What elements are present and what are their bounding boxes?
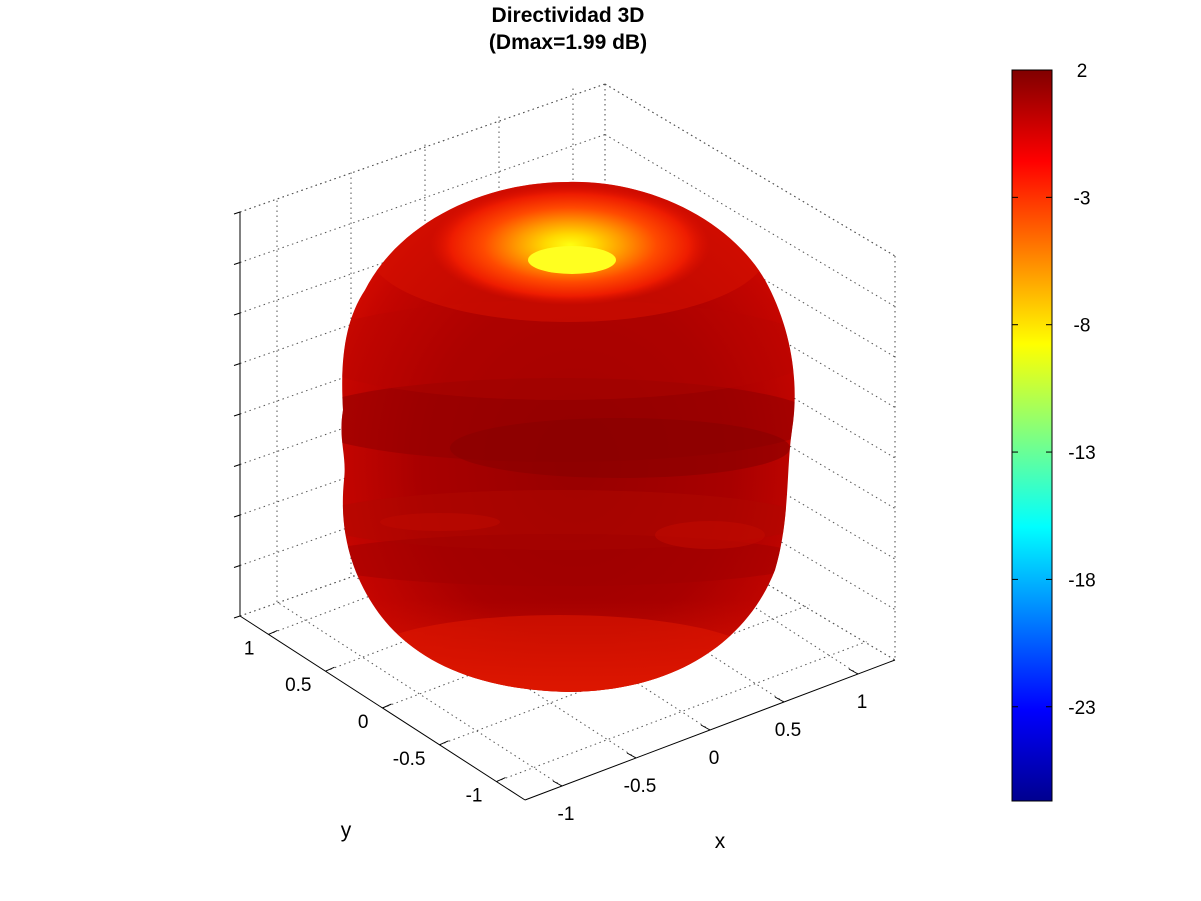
colorbar-tick-label: -18 (1068, 570, 1095, 591)
y-tick-label: 1 (244, 638, 255, 659)
title-line-1: Directividad 3D (491, 4, 645, 27)
x-axis-ticks: -1 -0.5 0 0.5 1 (558, 692, 868, 825)
y-axis-ticks: -1 -0.5 0 0.5 1 (244, 638, 483, 806)
top-pole-hotspot (528, 246, 616, 274)
x-tick-label: -0.5 (624, 776, 657, 797)
y-tick-label: 0.5 (285, 675, 311, 696)
x-tick-label: 0 (709, 748, 720, 769)
y-axis-label: y (341, 819, 352, 842)
colorbar-tick-label: -8 (1074, 316, 1091, 337)
y-tick-label: 0 (358, 712, 369, 733)
x-tick-label: -1 (558, 804, 575, 825)
colorbar-tick-label: -3 (1074, 188, 1091, 209)
directivity-surface (341, 181, 795, 692)
colorbar-tick-label: -23 (1068, 698, 1095, 719)
x-axis-label: x (715, 830, 726, 853)
y-tick-label: -0.5 (393, 749, 426, 770)
plot-title: Directividad 3D (Dmax=1.99 dB) (0, 2, 1136, 56)
x-tick-label: 1 (857, 692, 868, 713)
colorbar-tick-label: 2 (1077, 61, 1088, 82)
x-tick-label: 0.5 (775, 720, 801, 741)
colorbar-gradient (1011, 69, 1053, 802)
y-tick-label: -1 (466, 786, 483, 807)
axes-grid (233, 83, 896, 801)
colorbar: 2 -3 -8 -13 -18 -23 (1011, 61, 1096, 802)
colorbar-tick-label: -13 (1068, 443, 1095, 464)
title-line-2: (Dmax=1.99 dB) (488, 31, 648, 54)
